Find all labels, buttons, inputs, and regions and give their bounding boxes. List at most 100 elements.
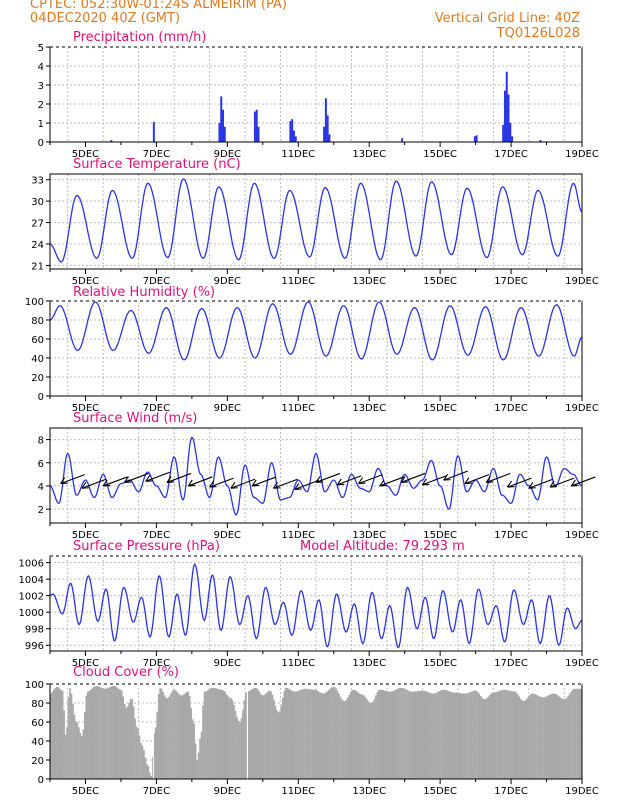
- cloud-bar: [132, 706, 135, 779]
- cloud-bar: [103, 688, 105, 779]
- wind-xtick-label: 9DEC: [214, 530, 241, 541]
- wind-xtick-label: 7DEC: [143, 530, 170, 541]
- cloud-bar: [134, 718, 136, 779]
- cloud-bar: [395, 689, 398, 779]
- wind-arrow: [230, 478, 256, 489]
- cloud-bar: [228, 697, 231, 779]
- cloud-bar: [219, 689, 222, 779]
- precip-xtick-label: 11DEC: [281, 149, 315, 160]
- precip-bar: [289, 121, 292, 142]
- wind-line: [49, 436, 583, 516]
- press-xtick-label: 9DEC: [214, 658, 241, 669]
- cloud-bar: [323, 693, 326, 779]
- cloud-bar: [441, 689, 444, 779]
- cloud-bar: [73, 714, 76, 779]
- cloud-ytick-label: 20: [31, 756, 44, 767]
- cloud-bar: [280, 705, 283, 779]
- precip-bar: [110, 140, 113, 142]
- cloud-bar: [509, 690, 512, 779]
- precip-xtick-label: 19DEC: [565, 149, 599, 160]
- cloud-bar: [242, 709, 244, 779]
- cloud-bar: [107, 687, 110, 779]
- cloud-bar: [200, 731, 203, 779]
- cloud-bar: [539, 696, 541, 779]
- temp-ytick-label: 21: [31, 261, 44, 272]
- cloud-bar: [472, 690, 475, 779]
- precip-bar: [539, 140, 542, 142]
- cloud-bar: [123, 703, 126, 779]
- cloud-bar: [63, 710, 65, 779]
- cloud-bar: [531, 693, 534, 779]
- cloud-bar: [190, 708, 193, 779]
- cloud-bar: [556, 695, 559, 779]
- cloud-bar: [339, 696, 342, 779]
- cloud-bar: [230, 698, 232, 779]
- precip-bar: [323, 126, 326, 142]
- cloud-bar: [329, 688, 331, 779]
- cloud-bar: [252, 688, 255, 779]
- cloud-bar: [527, 697, 529, 779]
- cloud-bar: [138, 735, 141, 779]
- cloud-bar: [175, 690, 178, 779]
- wind-arrow: [400, 472, 426, 483]
- cloud-panel: Cloud Cover (%) 0 20 40 60 80 100 5DEC 7DEC 9DEC 1…: [25, 665, 599, 797]
- cloud-bar: [564, 699, 566, 779]
- cloud-bar: [488, 695, 491, 779]
- wind-arrow: [315, 472, 341, 483]
- cloud-bar: [573, 688, 575, 779]
- cloud-bar: [536, 694, 538, 779]
- cloud-bar: [292, 691, 294, 779]
- cloud-bar: [357, 692, 360, 779]
- wind-arrow: [528, 478, 553, 489]
- press-xtick-label: 5DEC: [72, 658, 99, 669]
- cloud-bar: [425, 691, 427, 779]
- cloud-bar: [360, 694, 362, 779]
- cloud-bar: [153, 733, 156, 779]
- precip-bar: [503, 90, 506, 142]
- wind-arrow: [102, 476, 128, 487]
- cloud-bar: [577, 688, 580, 779]
- cloud-bar: [400, 687, 402, 779]
- cloud-bar: [165, 697, 167, 779]
- wind-xtick-label: 19DEC: [565, 530, 599, 541]
- wind-panel: Surface Wind (m/s) 2 4 6 8 5DEC 7DEC 9DEC 11DEC 1…: [38, 411, 599, 541]
- cloud-xtick-label: 5DEC: [72, 786, 99, 797]
- cloud-bar: [276, 710, 278, 779]
- precip-bar: [475, 135, 478, 142]
- cloud-bar: [128, 702, 130, 779]
- cloud-bar: [484, 699, 487, 779]
- temp-xtick-label: 15DEC: [423, 276, 457, 287]
- cloud-bar: [122, 696, 125, 779]
- cloud-bar: [423, 690, 426, 779]
- cloud-bar: [428, 692, 430, 779]
- cloud-bar: [58, 688, 61, 779]
- precip-bar: [222, 109, 225, 142]
- cloud-bar: [332, 686, 334, 779]
- cloud-bar: [313, 689, 315, 779]
- press-title: Surface Pressure (hPa): [73, 539, 220, 554]
- wind-arrow: [166, 472, 192, 483]
- cloud-bar: [224, 692, 227, 779]
- cloud-bar: [98, 686, 101, 779]
- cloud-bar: [533, 693, 535, 779]
- cloud-bar: [92, 686, 95, 779]
- rh-xtick-label: 15DEC: [423, 403, 457, 414]
- wind-arrow: [209, 477, 234, 488]
- press-line: [49, 562, 583, 649]
- rh-xtick-label: 17DEC: [494, 403, 528, 414]
- cloud-bar: [376, 692, 379, 779]
- press-panel: Surface Pressure (hPa) Model Altitude: 79…: [19, 539, 599, 669]
- rh-xtick-label: 5DEC: [72, 403, 99, 414]
- cloud-bar: [255, 687, 258, 779]
- cloud-bar: [70, 693, 73, 779]
- cloud-bar: [85, 695, 88, 779]
- cloud-bar: [574, 688, 577, 779]
- cloud-bar: [451, 692, 454, 779]
- cloud-bar: [487, 696, 490, 779]
- cloud-bar: [203, 691, 206, 779]
- cloud-bar: [389, 691, 392, 779]
- wind-arrow: [60, 474, 85, 485]
- cloud-bar: [481, 697, 484, 779]
- cloud-bar: [378, 690, 380, 779]
